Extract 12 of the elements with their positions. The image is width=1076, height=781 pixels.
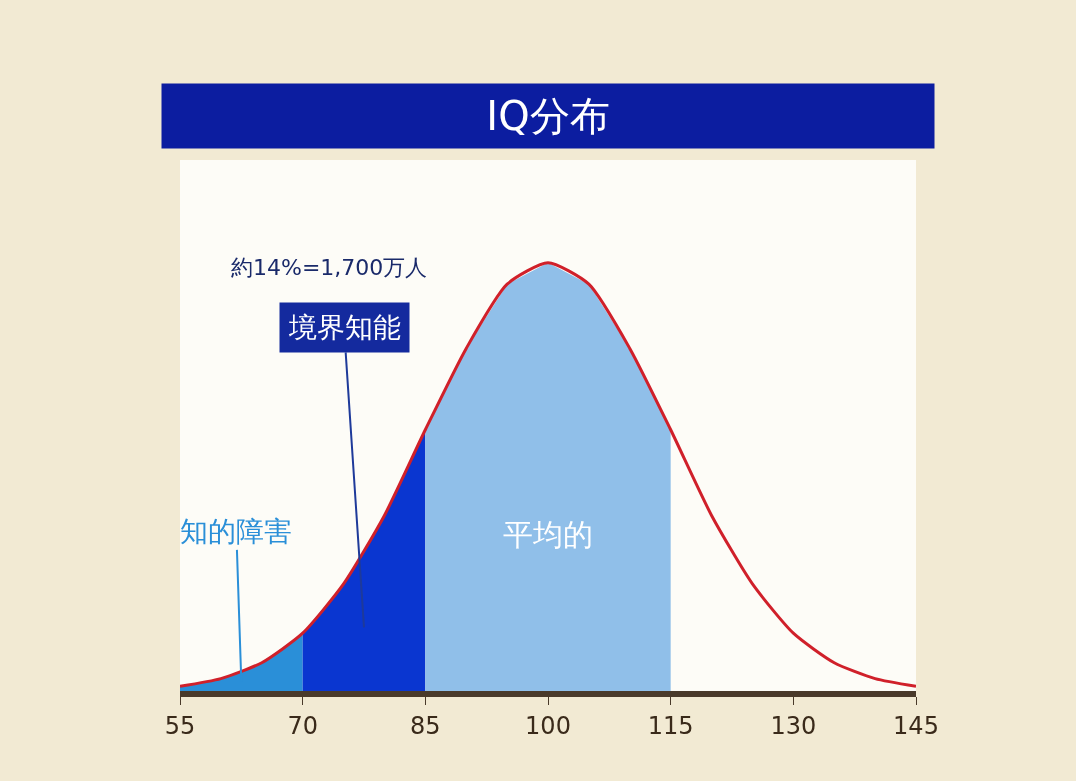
x-tick-label: 85 [410,711,441,740]
x-tick-label: 55 [164,711,196,740]
text: 境界知能 [288,311,401,344]
text: 知的障害 [180,515,292,548]
x-tick-label: 70 [287,711,318,740]
series-label: 平均的 [503,517,593,552]
chart-title: IQ分布 [486,93,610,139]
annotation: 約14%=1,700万人 [231,255,428,280]
x-tick-label: 100 [525,711,571,740]
x-tick-label: 130 [770,711,817,740]
x-tick-label: 115 [647,711,694,740]
x-tick-label: 145 [893,711,939,740]
